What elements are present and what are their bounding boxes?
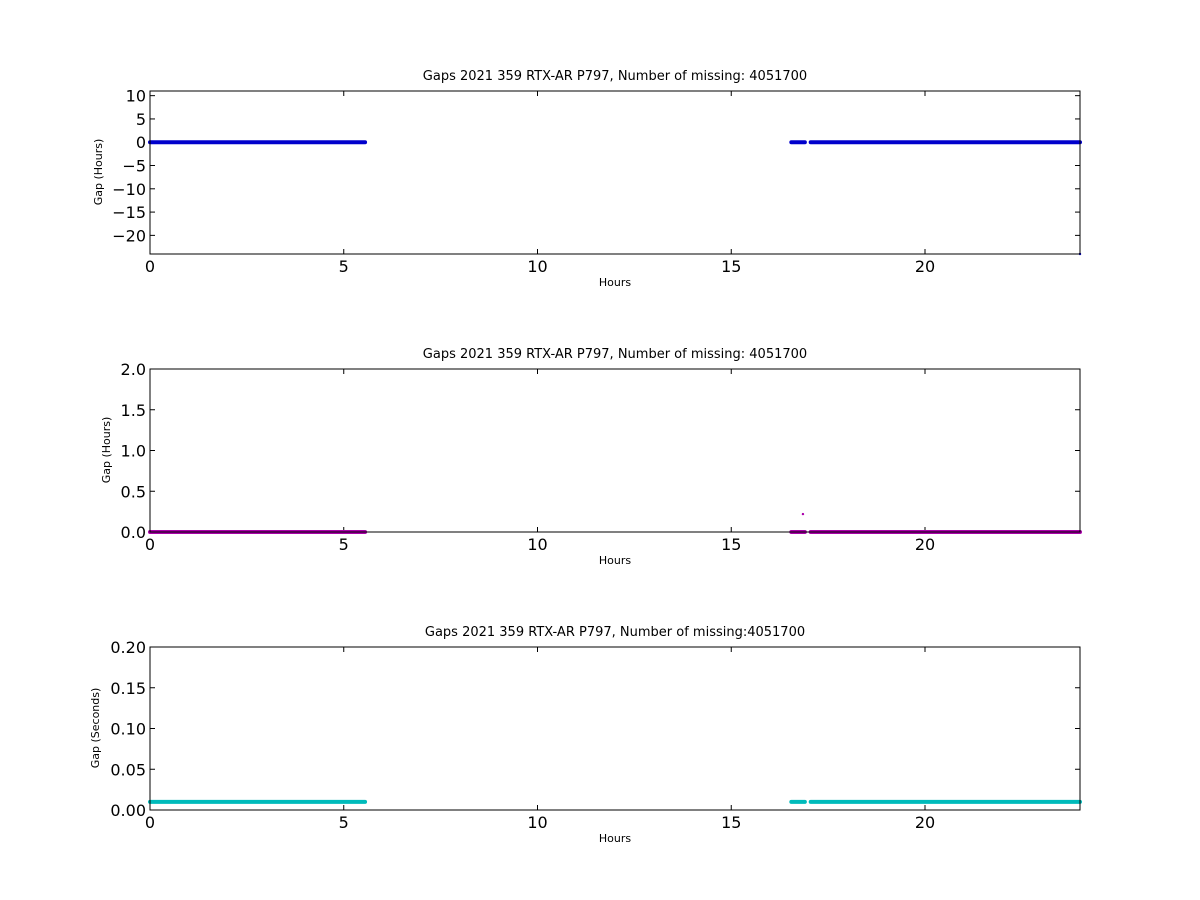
panel-2-ylabel: Gap (Hours)	[100, 417, 113, 484]
panel-3-ytick-label: 0.15	[110, 679, 146, 698]
panel-2-frame	[149, 368, 1081, 533]
panel-1-xtick-label: 10	[527, 257, 547, 276]
panel-2-ytick-label: 1.5	[121, 401, 146, 420]
panel-2-data-point	[801, 512, 805, 516]
panel-2-ytick-label: 0.5	[121, 482, 146, 501]
panel-1-ytick-label: −5	[122, 157, 146, 176]
panel-3-title: Gaps 2021 359 RTX-AR P797, Number of mis…	[425, 625, 805, 640]
panel-1: Gaps 2021 359 RTX-AR P797, Number of mis…	[92, 69, 1082, 289]
panel-3-xtick-label: 15	[721, 813, 741, 832]
panel-3-ytick-label: 0.05	[110, 760, 146, 779]
panel-2-title: Gaps 2021 359 RTX-AR P797, Number of mis…	[423, 347, 807, 362]
panel-2-ytick-label: 1.0	[121, 442, 146, 461]
panel-3-frame	[149, 646, 1081, 811]
panel-1-ytick-label: −10	[112, 180, 146, 199]
panel-1-ytick-label: 0	[136, 133, 146, 152]
panel-1-xtick-label: 20	[915, 257, 935, 276]
panel-1-frame	[149, 90, 1081, 255]
panel-1-plot: 0 5 10 15 20 10 5 0 −5 −10 −15 −20	[112, 87, 1082, 276]
panel-3-plot: 0 5 10 15 20 0.20 0.15 0.10 0.05 0.00	[110, 638, 1082, 832]
panel-3-xlabel: Hours	[599, 832, 631, 845]
panel-2-xtick-label: 15	[721, 535, 741, 554]
panel-1-ytick-label: 10	[126, 87, 146, 106]
panel-1-ytick-label: −15	[112, 203, 146, 222]
panel-3-ytick-label: 0.10	[110, 720, 146, 739]
panel-1-xlabel: Hours	[599, 276, 631, 289]
panel-3-ytick-label: 0.20	[110, 638, 146, 657]
panel-2-xtick-label: 20	[915, 535, 935, 554]
panel-2-xtick-label: 10	[527, 535, 547, 554]
panel-2: Gaps 2021 359 RTX-AR P797, Number of mis…	[100, 347, 1082, 567]
panel-2-xtick-label: 5	[339, 535, 349, 554]
panel-2-ytick-label: 0.0	[121, 523, 146, 542]
panel-3-xtick-label: 10	[527, 813, 547, 832]
panel-3-xtick-label: 5	[339, 813, 349, 832]
panel-1-xtick-label: 5	[339, 257, 349, 276]
panel-2-xtick-label: 0	[145, 535, 155, 554]
panel-3-xtick-label: 0	[145, 813, 155, 832]
panel-2-ytick-label: 2.0	[121, 360, 146, 379]
panel-1-ytick-label: −20	[112, 226, 146, 245]
panel-1-xtick-label: 0	[145, 257, 155, 276]
panel-1-title: Gaps 2021 359 RTX-AR P797, Number of mis…	[423, 69, 807, 84]
panel-1-xtick-label: 15	[721, 257, 741, 276]
panel-3-xtick-label: 20	[915, 813, 935, 832]
panel-1-ytick-label: 5	[136, 110, 146, 129]
panel-3-ytick-label: 0.00	[110, 801, 146, 820]
panel-3: Gaps 2021 359 RTX-AR P797, Number of mis…	[89, 625, 1082, 845]
panel-3-ylabel: Gap (Seconds)	[89, 688, 102, 769]
panel-1-ylabel: Gap (Hours)	[92, 139, 105, 206]
panel-2-xlabel: Hours	[599, 554, 631, 567]
